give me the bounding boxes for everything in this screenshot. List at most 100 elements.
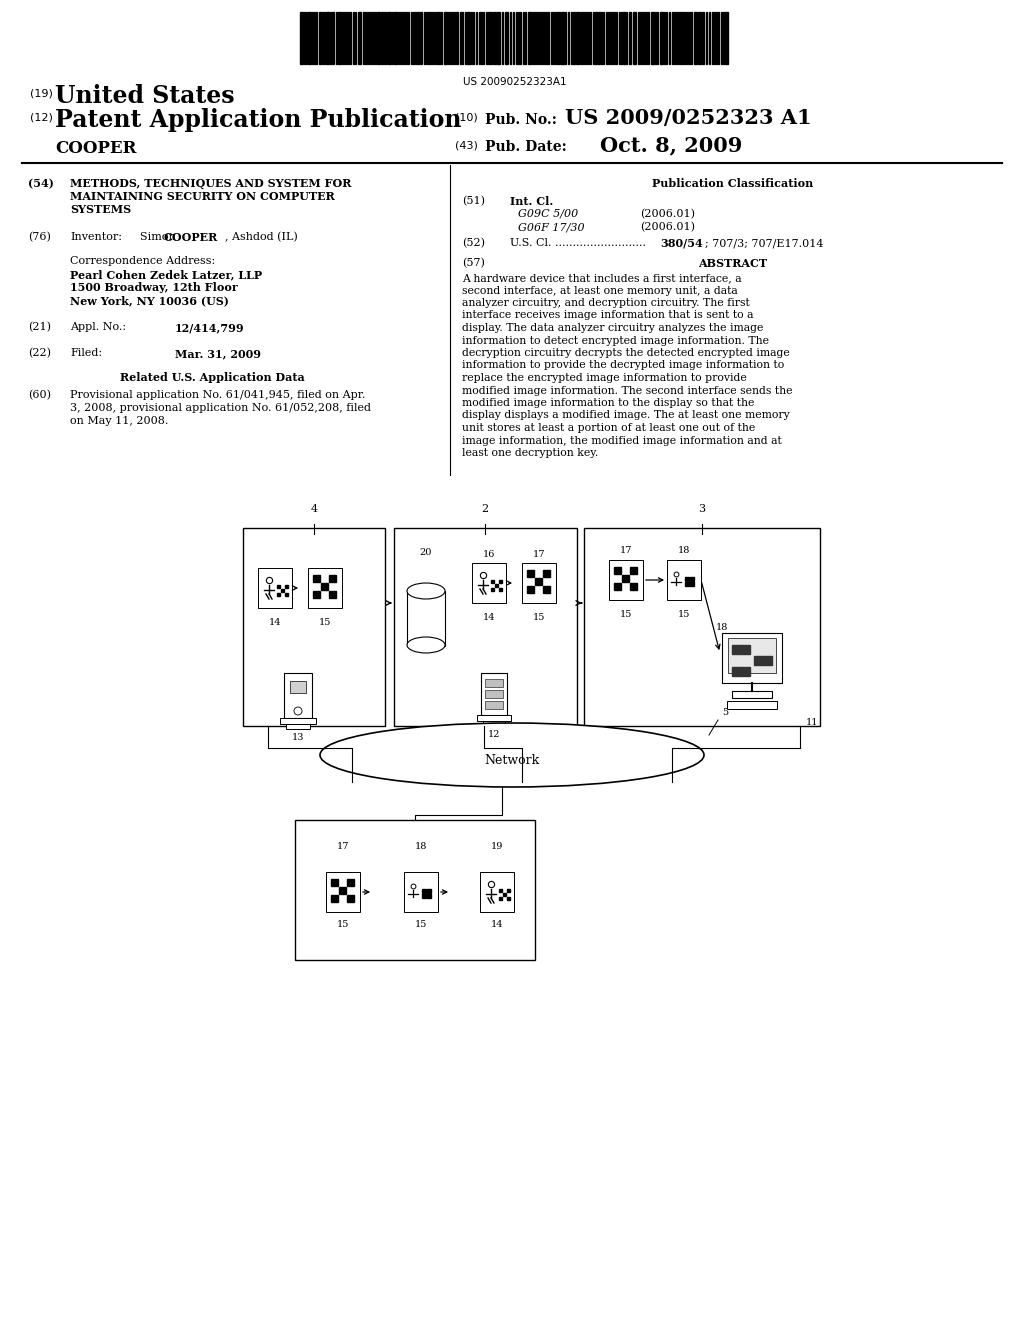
Bar xyxy=(522,564,556,603)
Bar xyxy=(495,583,498,587)
Text: 18: 18 xyxy=(716,623,728,632)
Text: ; 707/3; 707/E17.014: ; 707/3; 707/E17.014 xyxy=(705,238,823,248)
Bar xyxy=(404,873,438,912)
Ellipse shape xyxy=(407,638,445,653)
Text: 15: 15 xyxy=(532,612,545,622)
Bar xyxy=(281,589,284,591)
Bar xyxy=(483,721,505,726)
Text: (10): (10) xyxy=(455,114,478,123)
Text: Publication Classification: Publication Classification xyxy=(652,178,814,189)
Bar xyxy=(528,12,531,63)
Bar xyxy=(377,12,380,63)
Text: Pearl Cohen Zedek Latzer, LLP: Pearl Cohen Zedek Latzer, LLP xyxy=(70,269,262,280)
Bar xyxy=(243,528,385,726)
Bar xyxy=(503,894,506,896)
Bar xyxy=(338,12,341,63)
Text: 16: 16 xyxy=(482,550,496,558)
Text: (19): (19) xyxy=(30,88,53,98)
Text: 14: 14 xyxy=(482,612,496,622)
Text: MAINTAINING SECURITY ON COMPUTER: MAINTAINING SECURITY ON COMPUTER xyxy=(70,191,335,202)
Bar xyxy=(326,12,329,63)
Text: modified image information. The second interface sends the: modified image information. The second i… xyxy=(462,385,793,396)
Text: Appl. No.:: Appl. No.: xyxy=(70,322,126,333)
Ellipse shape xyxy=(407,583,445,599)
Text: (22): (22) xyxy=(28,348,51,358)
Bar xyxy=(417,12,419,63)
Bar xyxy=(278,585,280,587)
Bar xyxy=(499,898,502,900)
Text: 20: 20 xyxy=(420,548,432,557)
Text: decryption circuitry decrypts the detected encrypted image: decryption circuitry decrypts the detect… xyxy=(462,348,790,358)
Bar xyxy=(543,570,550,577)
Bar xyxy=(456,12,458,63)
Text: 14: 14 xyxy=(268,618,282,627)
Text: (76): (76) xyxy=(28,232,51,243)
Text: display displays a modified image. The at least one memory: display displays a modified image. The a… xyxy=(462,411,790,421)
Bar xyxy=(427,894,431,898)
Text: New York, NY 10036 (US): New York, NY 10036 (US) xyxy=(70,294,229,306)
Bar xyxy=(685,582,689,586)
Text: 14: 14 xyxy=(490,920,503,929)
Text: 17: 17 xyxy=(620,546,632,554)
Bar xyxy=(308,12,311,63)
Bar xyxy=(497,12,500,63)
Text: Filed:: Filed: xyxy=(70,348,102,358)
Bar xyxy=(485,690,503,698)
Bar xyxy=(667,560,701,601)
Bar xyxy=(300,12,303,63)
Text: information to provide the decrypted image information to: information to provide the decrypted ima… xyxy=(462,360,784,371)
Bar xyxy=(507,888,510,892)
Bar xyxy=(278,593,280,597)
Text: interface receives image information that is sent to a: interface receives image information tha… xyxy=(462,310,754,321)
Text: Network: Network xyxy=(484,754,540,767)
Text: (54): (54) xyxy=(28,178,54,189)
Bar xyxy=(561,12,564,63)
Bar xyxy=(614,568,621,574)
Bar xyxy=(481,673,507,715)
Text: US 20090252323A1: US 20090252323A1 xyxy=(463,77,567,87)
Bar xyxy=(427,888,431,894)
Bar xyxy=(535,578,542,585)
Text: Simon: Simon xyxy=(140,232,179,242)
Bar xyxy=(331,895,338,902)
Text: (12): (12) xyxy=(30,114,53,123)
Text: COOPER: COOPER xyxy=(163,232,217,243)
Text: (51): (51) xyxy=(462,195,485,206)
Bar xyxy=(358,12,361,63)
Bar xyxy=(290,681,306,693)
Text: image information, the modified image information and at: image information, the modified image in… xyxy=(462,436,781,446)
Bar xyxy=(725,12,728,63)
Text: (43): (43) xyxy=(455,140,478,150)
Bar xyxy=(702,12,705,63)
Bar xyxy=(347,879,354,886)
Bar xyxy=(527,570,534,577)
Bar xyxy=(407,591,445,645)
Ellipse shape xyxy=(319,723,705,787)
Text: 17: 17 xyxy=(337,842,349,851)
Bar xyxy=(326,873,360,912)
Text: COOPER: COOPER xyxy=(55,140,136,157)
Bar xyxy=(319,12,321,63)
Bar xyxy=(505,12,508,63)
Bar xyxy=(388,12,391,63)
Bar xyxy=(609,560,643,601)
Bar xyxy=(394,528,577,726)
Bar xyxy=(313,591,319,598)
Bar xyxy=(381,12,383,63)
Bar xyxy=(629,12,631,63)
Bar xyxy=(623,12,625,63)
Text: 15: 15 xyxy=(620,610,632,619)
Text: Inventor:: Inventor: xyxy=(70,232,122,242)
Bar xyxy=(485,678,503,686)
Bar xyxy=(420,12,422,63)
Bar xyxy=(630,583,637,590)
Bar xyxy=(732,690,772,698)
Bar xyxy=(690,582,694,586)
Bar xyxy=(488,12,490,63)
Bar xyxy=(428,12,430,63)
Text: Related U.S. Application Data: Related U.S. Application Data xyxy=(120,372,305,383)
Bar xyxy=(651,12,654,63)
Bar xyxy=(321,583,328,590)
Text: analyzer circuitry, and decryption circuitry. The first: analyzer circuitry, and decryption circu… xyxy=(462,298,750,308)
Text: SYSTEMS: SYSTEMS xyxy=(70,205,131,215)
